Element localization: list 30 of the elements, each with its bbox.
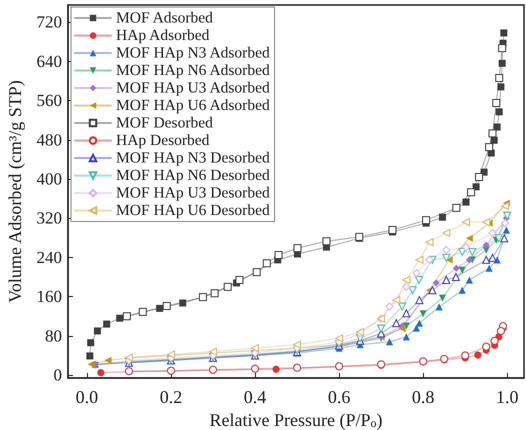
x-tick-label: 0.2 [160,387,182,407]
y-tick-label: 480 [36,130,62,150]
y-tick-label: 160 [36,287,62,306]
y-axis-title: Volume Adsorbed (cm³/g STP) [5,80,25,303]
legend-label: HAp Desorbed [116,132,210,149]
legend-label: MOF HAp U6 Adsorbed [116,97,270,114]
legend-label: MOF HAp U3 Adsorbed [116,80,270,96]
legend-label: MOF HAp N3 Desorbed [116,150,270,166]
legend-label: HAp Adsorbed [116,27,210,44]
legend-label: MOF HAp N3 Adsorbed [116,44,270,62]
y-tick-label: 0 [54,366,62,385]
legend-label: MOF HAp N6 Desorbed [116,167,270,184]
y-tick-label: 640 [36,52,62,71]
legend-label: MOF Desorbed [116,114,214,132]
x-tick-label: 0.4 [244,387,266,407]
x-axis-title: Relative Pressure (P/Po) [210,410,382,430]
legend-label: MOF Adsorbed [116,10,214,26]
y-tick-label: 320 [36,208,62,228]
x-tick-label: 0.0 [76,387,98,407]
legend-label: MOF HAp N6 Adsorbed [116,62,270,79]
y-tick-label: 80 [45,326,62,346]
legend-label: MOF HAp U3 Desorbed [116,184,270,202]
y-tick-label: 720 [36,12,62,32]
x-tick-label: 1.0 [496,387,518,407]
legend-label: MOF HAp U6 Desorbed [116,202,270,219]
x-tick-label: 0.8 [412,387,434,407]
y-tick-label: 400 [36,170,62,188]
y-tick-label: 560 [36,91,62,110]
y-tick-label: 240 [36,248,62,267]
x-tick-label: 0.6 [328,387,350,407]
